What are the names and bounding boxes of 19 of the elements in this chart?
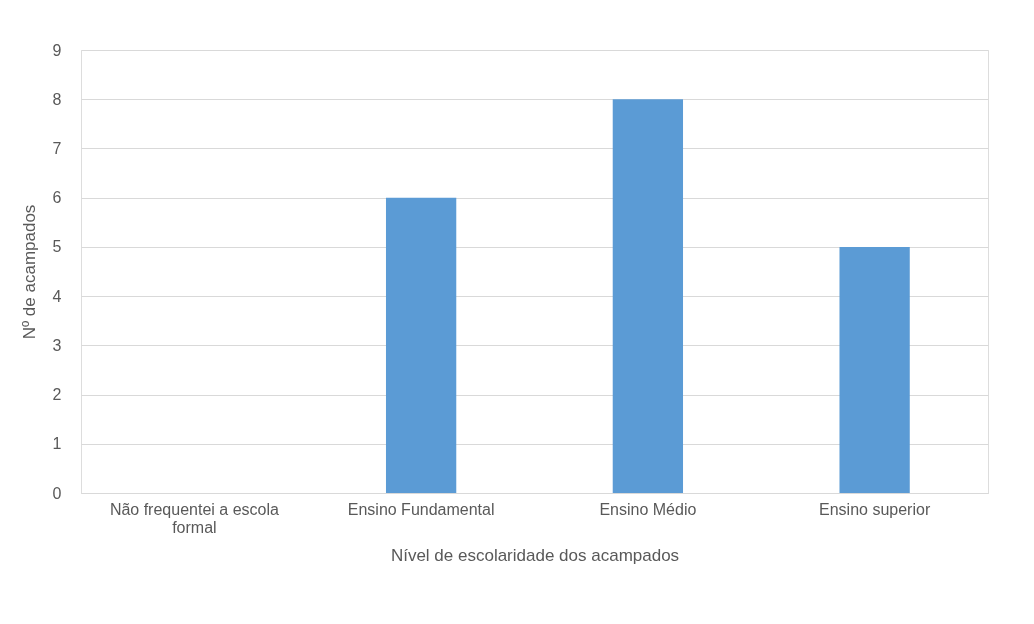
x-tick-label: Ensino superior bbox=[819, 500, 931, 518]
x-tick-label: Ensino Médio bbox=[599, 500, 697, 518]
x-tick-label: Não frequentei a escola formal bbox=[109, 500, 279, 536]
bar bbox=[385, 197, 457, 493]
bar bbox=[612, 99, 684, 493]
y-tick-label: 8 bbox=[52, 90, 62, 108]
y-tick-label: 4 bbox=[52, 287, 62, 305]
bar bbox=[839, 246, 910, 493]
y-axis-title: Nº de acampados bbox=[19, 204, 39, 340]
y-tick-label: 0 bbox=[52, 484, 62, 502]
x-tick-label: Ensino Fundamental bbox=[347, 500, 495, 518]
y-tick-label: 2 bbox=[52, 386, 62, 404]
y-tick-label: 1 bbox=[52, 435, 62, 453]
y-tick-label: 9 bbox=[52, 41, 62, 59]
x-axis-title: Nível de escolaridade dos acampados bbox=[390, 545, 680, 565]
y-tick-label: 5 bbox=[52, 238, 62, 256]
y-tick-label: 3 bbox=[52, 336, 62, 354]
y-tick-label: 7 bbox=[52, 139, 62, 157]
y-tick-label: 6 bbox=[52, 189, 62, 207]
